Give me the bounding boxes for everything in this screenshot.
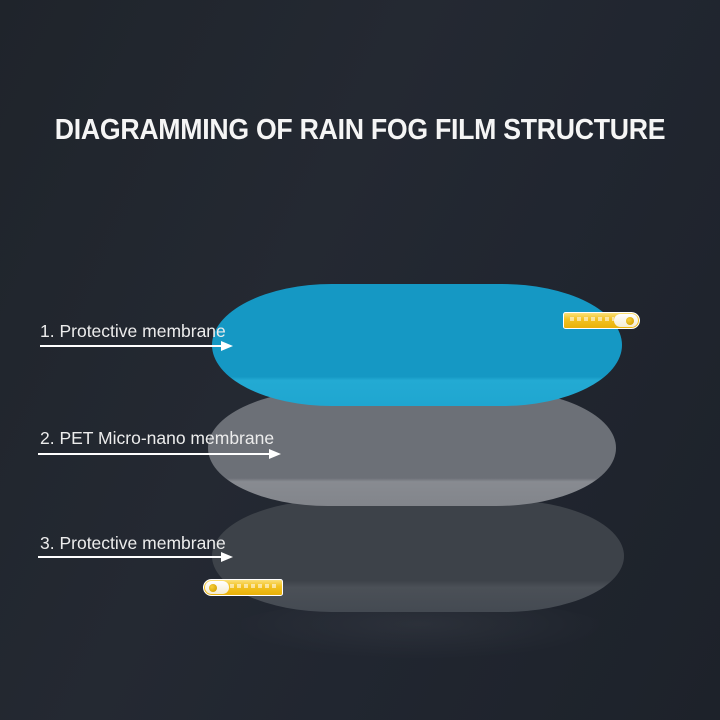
layer-1-arrow-icon: [40, 341, 233, 351]
arrow-head-icon: [221, 552, 233, 562]
layer-3-arrow-icon: [38, 552, 233, 562]
arrow-head-icon: [269, 449, 281, 459]
gold-dot-icon: [209, 583, 217, 592]
pull-tab-sticker-right-icon: [563, 312, 640, 329]
page-title: DIAGRAMMING OF RAIN FOG FILM STRUCTURE: [54, 114, 666, 146]
pull-tab-sticker-left-icon: [203, 579, 283, 596]
layer-3-label: 3. Protective membrane: [40, 533, 226, 553]
layer-1-protective-membrane-shape: [212, 284, 622, 406]
tab-microtext-pattern: [570, 317, 614, 321]
layer-2-pet-micro-nano-membrane-shape: [208, 390, 616, 506]
arrow-head-icon: [221, 341, 233, 351]
tab-microtext-pattern: [230, 584, 276, 588]
layer-1-label: 1. Protective membrane: [40, 321, 226, 341]
layer-2-label: 2. PET Micro-nano membrane: [40, 428, 275, 448]
layer-2-arrow-icon: [38, 449, 281, 459]
tab-tip: [205, 581, 229, 594]
tab-tip: [614, 314, 638, 327]
gold-dot-icon: [626, 316, 634, 325]
